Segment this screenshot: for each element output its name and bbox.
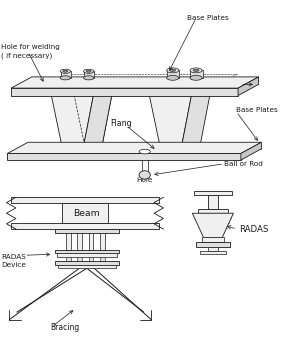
Polygon shape	[72, 84, 114, 142]
Bar	[99, 250, 105, 252]
Text: Ball or Rod: Ball or Rod	[224, 161, 263, 167]
Text: RADAS: RADAS	[239, 224, 268, 234]
Polygon shape	[51, 96, 93, 153]
Ellipse shape	[167, 68, 179, 73]
Bar	[208, 247, 217, 251]
Polygon shape	[238, 77, 259, 96]
Bar	[76, 250, 83, 252]
Bar	[84, 71, 94, 78]
Bar	[202, 237, 224, 242]
Polygon shape	[241, 142, 261, 160]
Ellipse shape	[83, 76, 94, 80]
Polygon shape	[192, 213, 233, 237]
Ellipse shape	[190, 76, 202, 80]
Ellipse shape	[193, 69, 199, 71]
Bar	[88, 250, 94, 252]
Text: Base Plates: Base Plates	[187, 15, 228, 21]
Bar	[55, 229, 118, 233]
Bar	[200, 251, 226, 254]
Ellipse shape	[139, 171, 150, 179]
Bar	[66, 257, 71, 261]
Bar	[196, 242, 230, 247]
Bar	[78, 233, 82, 250]
Bar	[61, 71, 71, 78]
Bar	[55, 250, 118, 253]
Ellipse shape	[60, 76, 70, 80]
Ellipse shape	[170, 69, 176, 71]
Polygon shape	[11, 88, 238, 96]
Polygon shape	[149, 96, 191, 153]
Bar	[167, 70, 179, 78]
Text: Bracing: Bracing	[51, 323, 80, 332]
Bar	[57, 253, 117, 257]
Bar	[190, 70, 202, 78]
Text: Base Plates: Base Plates	[236, 106, 278, 113]
Bar	[100, 233, 105, 250]
Text: Flang: Flang	[111, 119, 132, 128]
Bar	[11, 223, 159, 229]
Polygon shape	[7, 142, 261, 153]
Ellipse shape	[86, 70, 91, 72]
Bar	[11, 197, 159, 203]
Ellipse shape	[190, 68, 202, 73]
Ellipse shape	[63, 70, 68, 72]
Bar	[55, 261, 118, 264]
Ellipse shape	[139, 149, 150, 154]
Bar	[65, 250, 72, 252]
Text: Beam: Beam	[74, 209, 100, 218]
Ellipse shape	[60, 69, 70, 73]
Text: Web: Web	[240, 79, 256, 86]
Ellipse shape	[83, 69, 94, 73]
Polygon shape	[82, 84, 114, 153]
Bar	[58, 264, 116, 268]
Bar	[62, 203, 108, 223]
Polygon shape	[180, 84, 212, 153]
Bar	[89, 257, 93, 261]
Bar	[198, 208, 228, 213]
Text: RADAS
Device: RADAS Device	[1, 254, 26, 268]
Polygon shape	[7, 153, 241, 160]
Text: Hole for welding
( if necessary): Hole for welding ( if necessary)	[1, 45, 60, 59]
Text: Hole: Hole	[136, 177, 153, 183]
Bar	[89, 233, 93, 250]
Bar	[66, 233, 71, 250]
Polygon shape	[11, 77, 259, 88]
Ellipse shape	[167, 76, 179, 80]
Bar	[208, 196, 217, 208]
Bar	[78, 257, 82, 261]
Bar	[194, 191, 232, 196]
Bar	[100, 257, 105, 261]
